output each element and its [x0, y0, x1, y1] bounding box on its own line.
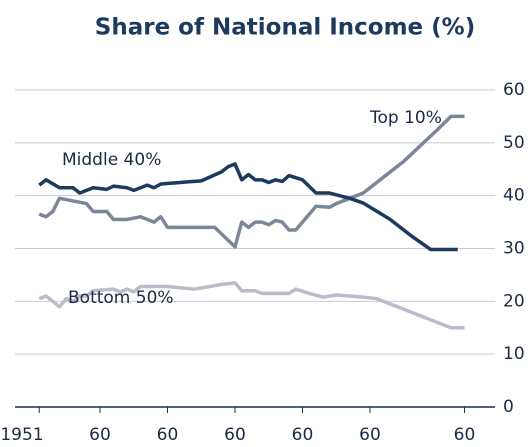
y-tick-label: 0 — [503, 397, 514, 417]
x-tick-label: 60 — [454, 425, 476, 445]
series-label: Top 10% — [369, 108, 442, 128]
y-tick-label: 50 — [503, 133, 525, 153]
x-tick-label: 60 — [292, 425, 314, 445]
x-tick-label: 60 — [359, 425, 381, 445]
chart-title: Share of National Income (%) — [95, 15, 475, 41]
series-label: Middle 40% — [62, 150, 161, 170]
series-label: Bottom 50% — [68, 288, 174, 308]
y-tick-label: 60 — [503, 80, 525, 100]
x-tick-label: 1951 — [0, 425, 43, 445]
y-tick-label: 40 — [503, 186, 525, 206]
series-line — [38, 162, 458, 252]
y-tick-label: 10 — [503, 344, 525, 364]
y-tick-label: 30 — [503, 239, 525, 259]
y-tick-label: 20 — [503, 291, 525, 311]
x-tick-label: 60 — [224, 425, 246, 445]
series-line — [38, 281, 465, 330]
x-tick-label: 60 — [89, 425, 111, 445]
x-tick-label: 60 — [157, 425, 179, 445]
